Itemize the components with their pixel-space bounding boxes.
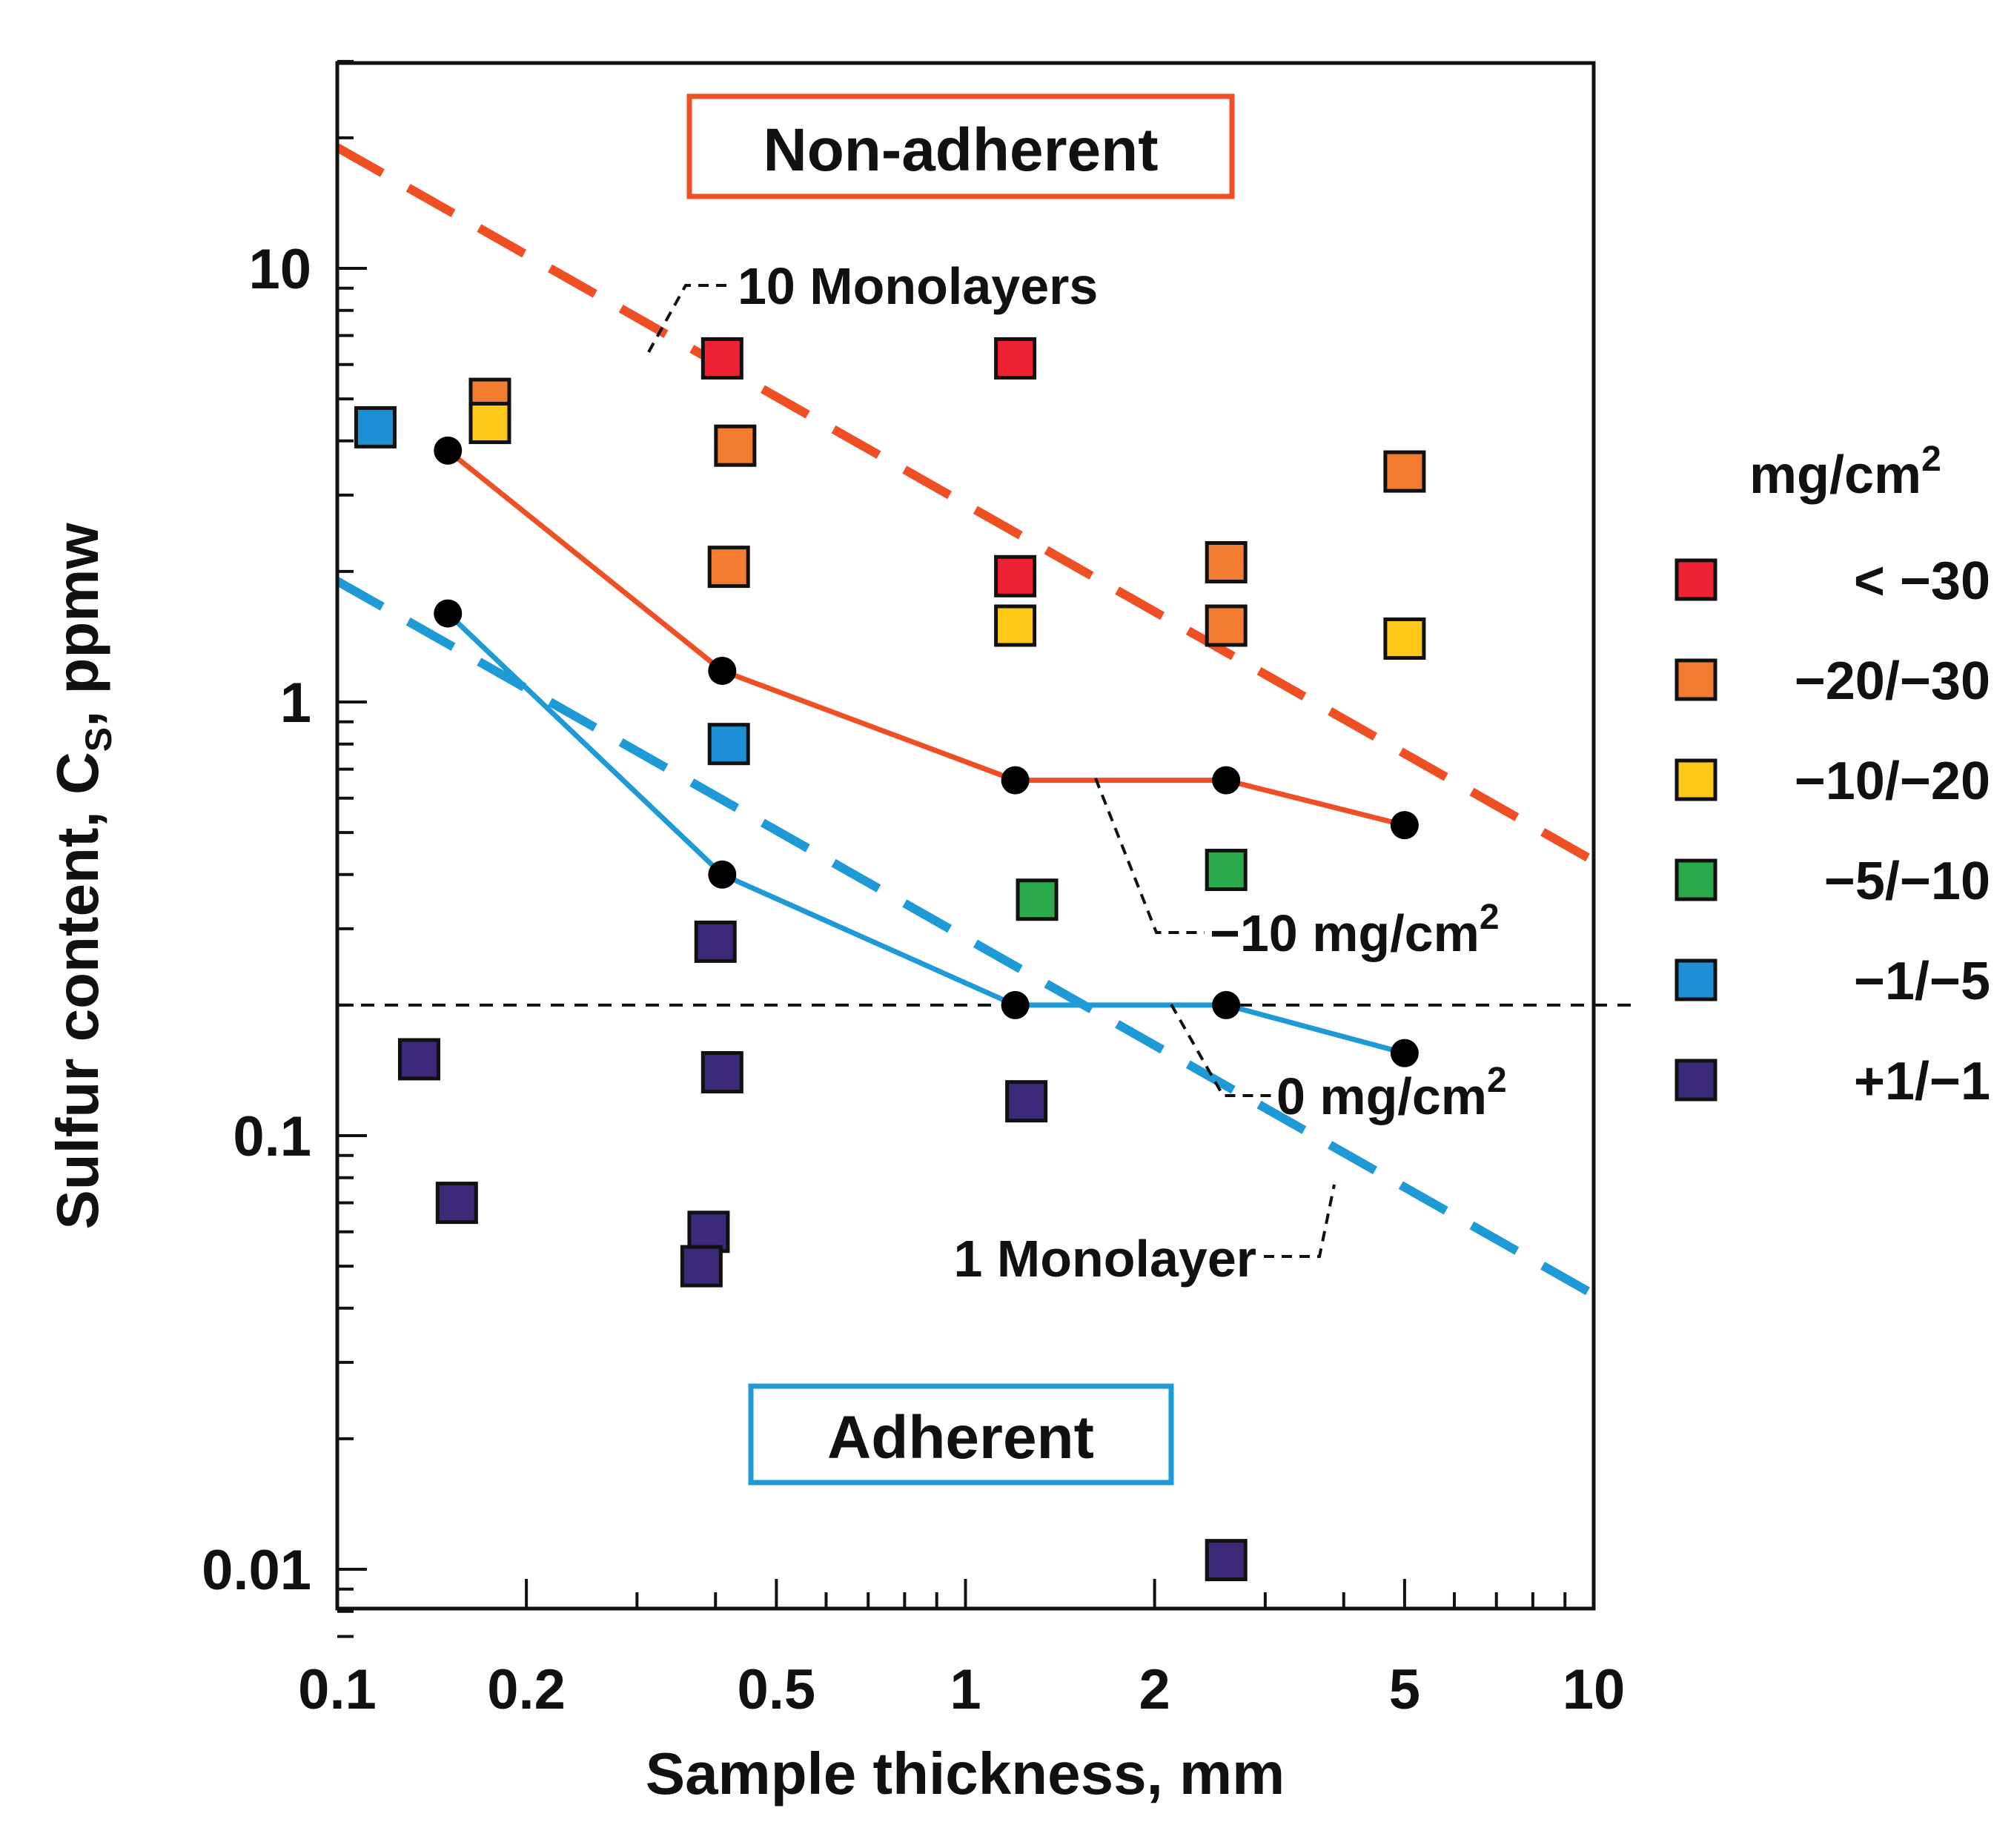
zero-label: 0 mg/cm2 bbox=[1276, 1061, 1507, 1125]
data-point bbox=[700, 337, 743, 380]
zero-model-curve bbox=[445, 612, 1405, 1056]
x-axis-title: Sample thickness, mm bbox=[646, 1741, 1285, 1806]
legend-title: mg/cm2 bbox=[1749, 440, 1941, 505]
data-point bbox=[1016, 878, 1059, 921]
y-tick-label: 1 bbox=[280, 672, 311, 735]
legend-label: −20/−30 bbox=[1795, 652, 1990, 711]
data-points bbox=[354, 337, 1426, 1582]
legend-title-sup: 2 bbox=[1921, 440, 1941, 479]
data-point bbox=[707, 546, 750, 589]
x-tick-label: 1 bbox=[950, 1658, 981, 1721]
data-point bbox=[680, 1245, 723, 1288]
non-adherent-label: Non-adherent bbox=[763, 116, 1159, 184]
legend: < −30 −20/−30 −10/−20 −5/−10 −1/−5 +1/−1 bbox=[1675, 552, 1990, 1111]
data-point bbox=[1383, 617, 1426, 660]
neg10-leader bbox=[1094, 778, 1205, 934]
data-point bbox=[354, 405, 397, 448]
model-point bbox=[1001, 766, 1030, 795]
data-point bbox=[994, 554, 1037, 597]
x-tick-label: 2 bbox=[1139, 1658, 1170, 1721]
plot-frame bbox=[335, 61, 1596, 1611]
legend-swatch bbox=[1675, 958, 1717, 1001]
y-axis-title-main: Sulfur content, C bbox=[44, 752, 110, 1229]
one-monolayer-leader bbox=[1264, 1184, 1336, 1258]
legend-label: −5/−10 bbox=[1824, 852, 1990, 911]
minor-ticks bbox=[337, 59, 1567, 1638]
data-point bbox=[397, 1038, 440, 1081]
adherent-box bbox=[748, 1383, 1174, 1486]
one-monolayer-label: 1 Monolayer bbox=[954, 1230, 1256, 1288]
legend-swatch bbox=[1675, 658, 1717, 701]
x-tick-label: 10 bbox=[1563, 1658, 1626, 1721]
data-point bbox=[1205, 541, 1248, 584]
y-axis-title-tail: , ppmw bbox=[44, 523, 110, 727]
ten-monolayers-line bbox=[337, 143, 1594, 865]
data-point bbox=[994, 604, 1037, 647]
model-point bbox=[434, 436, 463, 465]
model-point bbox=[708, 656, 737, 685]
y-axis-title-sub: S bbox=[78, 727, 119, 752]
x-tick-label: 0.1 bbox=[298, 1658, 377, 1721]
data-point bbox=[435, 1182, 478, 1225]
data-point bbox=[468, 402, 511, 445]
data-point bbox=[1383, 450, 1426, 493]
legend-title-main: mg/cm bbox=[1749, 446, 1921, 505]
model-point bbox=[1390, 1039, 1419, 1067]
x-tick-label: 0.5 bbox=[738, 1658, 816, 1721]
neg10-label: −10 mg/cm2 bbox=[1210, 898, 1500, 962]
zero-label-sup: 2 bbox=[1487, 1061, 1507, 1100]
y-tick-label: 10 bbox=[248, 238, 311, 301]
model-point bbox=[1212, 766, 1241, 795]
data-point bbox=[694, 920, 737, 963]
data-point bbox=[700, 1051, 743, 1094]
data-point bbox=[1205, 849, 1248, 892]
adherent-label: Adherent bbox=[827, 1404, 1094, 1471]
legend-swatch bbox=[1675, 558, 1717, 601]
data-point bbox=[1205, 1539, 1248, 1582]
ten-monolayers-label: 10 Monolayers bbox=[738, 257, 1098, 315]
model-point bbox=[1390, 811, 1419, 840]
data-point bbox=[994, 337, 1037, 380]
model-point bbox=[708, 860, 737, 889]
y-axis-title: Sulfur content, CS, ppmw bbox=[44, 523, 119, 1230]
model-point bbox=[1001, 990, 1030, 1019]
data-point bbox=[687, 1211, 730, 1253]
legend-label: < −30 bbox=[1854, 552, 1990, 611]
x-tick-label: 5 bbox=[1389, 1658, 1420, 1721]
legend-swatch bbox=[1675, 858, 1717, 901]
legend-swatch bbox=[1675, 1059, 1717, 1102]
model-curve-points bbox=[434, 436, 1419, 1067]
data-point bbox=[1005, 1080, 1048, 1123]
legend-swatch bbox=[1675, 758, 1717, 801]
zero-label-main: 0 mg/cm bbox=[1276, 1067, 1487, 1125]
legend-label: −1/−5 bbox=[1854, 952, 1990, 1011]
non-adherent-box bbox=[686, 93, 1235, 199]
legend-label: −10/−20 bbox=[1795, 752, 1990, 811]
neg10-label-sup: 2 bbox=[1480, 898, 1500, 937]
model-point bbox=[434, 599, 463, 628]
model-point bbox=[1212, 990, 1241, 1019]
x-tick-label: 0.2 bbox=[487, 1658, 566, 1721]
y-tick-label: 0.1 bbox=[233, 1105, 311, 1168]
legend-label: +1/−1 bbox=[1854, 1052, 1990, 1111]
data-point bbox=[714, 424, 757, 467]
data-point bbox=[707, 723, 750, 766]
neg10-label-main: −10 mg/cm bbox=[1210, 904, 1480, 962]
tick-labels: 0.1 0.2 0.5 1 2 5 10 0.01 0.1 1 10 bbox=[202, 238, 1625, 1721]
data-point bbox=[1205, 604, 1248, 647]
neg10-model-curve bbox=[446, 448, 1405, 828]
ten-monolayers-leader bbox=[647, 284, 730, 353]
y-tick-label: 0.01 bbox=[202, 1539, 311, 1602]
